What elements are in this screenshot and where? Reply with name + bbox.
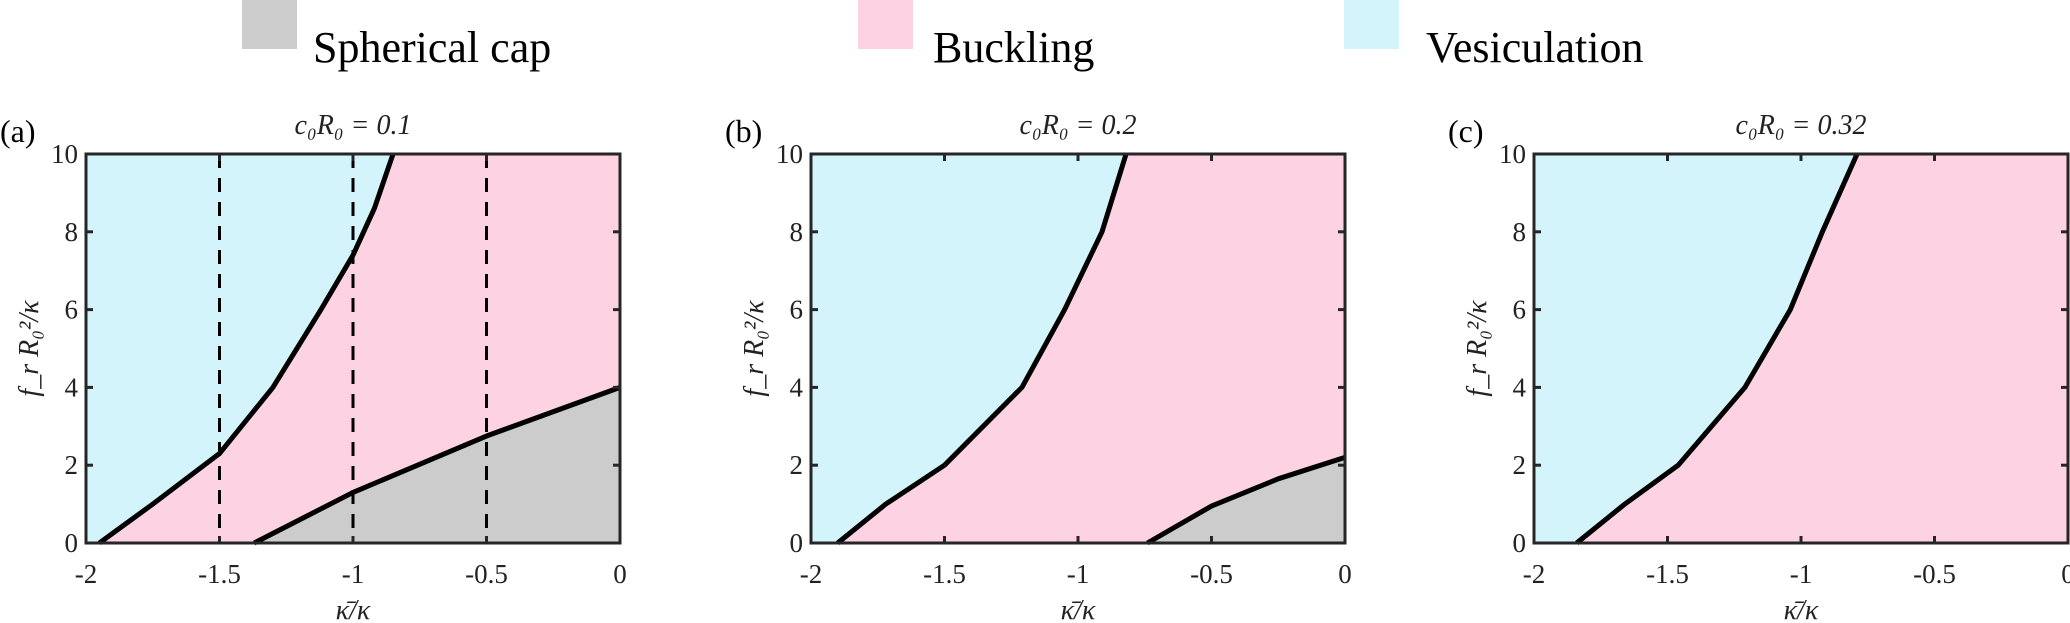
x-tick-label: -0.5 [1190,559,1233,589]
x-tick-label: 0 [2061,559,2070,589]
region-spherical-cap [1147,457,1345,543]
x-tick-label: -1 [1067,559,1090,589]
x-tick-label: -2 [75,559,98,589]
x-axis-label: κ̄/κ [336,595,371,623]
x-axis-label: κ̄/κ [1061,595,1096,623]
panel-label: (b) [725,113,762,149]
region-vesiculation [86,154,394,543]
y-tick-label: 8 [1513,217,1527,247]
region-vesiculation [811,154,1127,543]
x-tick-label: -2 [800,559,823,589]
y-tick-label: 10 [51,139,78,169]
y-tick-label: 6 [65,295,79,325]
y-tick-label: 2 [790,450,804,480]
x-tick-label: -2 [1523,559,1546,589]
legend: Spherical cap Buckling Vesiculation [242,0,1644,72]
x-tick-label: -1 [342,559,365,589]
y-tick-label: 0 [65,528,79,558]
vesiculation-boundary-curve [97,153,396,546]
y-tick-label: 4 [65,372,79,402]
vesiculation-boundary-curve [1575,152,1860,545]
y-axis-label: f_r R₀²/κ [14,300,45,397]
x-tick-label: -1.5 [1646,559,1689,589]
panel-title: c₀R₀ = 0.1 [295,110,412,141]
y-tick-label: 6 [1513,295,1527,325]
legend-label-vesiculation: Vesiculation [1426,23,1644,72]
x-tick-label: -0.5 [1913,559,1956,589]
panel-c: -2 -1.5 -1 -0.5 0 0 2 4 6 8 10 c₀R₀ = 0.32 (c) κ̄/κ f_… [1448,110,2070,623]
legend-swatch-spherical-cap [242,0,297,49]
y-tick-label: 4 [1513,372,1527,402]
y-tick-label: 4 [790,372,804,402]
panel-title: c₀R₀ = 0.2 [1020,110,1137,141]
y-tick-label: 8 [790,217,804,247]
region-vesiculation [1534,154,1858,543]
panel-label: (a) [0,113,36,149]
y-tick-label: 2 [65,450,79,480]
y-tick-label: 8 [65,217,79,247]
x-axis-label: κ̄/κ [1784,595,1819,623]
region-spherical-cap [254,387,620,543]
y-tick-label: 10 [1499,139,1526,169]
y-axis-label: f_r R₀²/κ [739,300,770,397]
x-tick-label: 0 [613,559,627,589]
y-tick-label: 6 [790,295,804,325]
panel-label: (c) [1448,113,1484,149]
legend-swatch-vesiculation [1344,0,1399,49]
legend-label-buckling: Buckling [933,23,1094,72]
spherical-cap-boundary-curve [1146,455,1346,546]
panel-title: c₀R₀ = 0.32 [1736,110,1867,141]
panel-b: -2 -1.5 -1 -0.5 0 0 2 4 6 8 10 c₀R₀ = 0.2 (b) κ̄/κ f_r… [725,110,1352,623]
vesiculation-boundary-curve [836,153,1129,545]
y-tick-label: 2 [1513,450,1527,480]
x-tick-label: 0 [1338,559,1352,589]
x-tick-label: -1 [1790,559,1813,589]
panel-a: -2 -1.5 -1 -0.5 0 0 2 4 6 8 10 c₀R₀ = 0.1 (a) κ̄/κ f_r… [0,110,627,623]
spherical-cap-boundary-curve [253,385,621,546]
x-tick-label: -1.5 [923,559,966,589]
x-tick-label: -0.5 [465,559,508,589]
y-tick-label: 0 [790,528,804,558]
y-axis-label: f_r R₀²/κ [1462,300,1493,397]
legend-swatch-buckling [858,0,913,49]
legend-label-spherical-cap: Spherical cap [313,23,551,72]
y-tick-label: 10 [776,139,803,169]
x-tick-label: -1.5 [198,559,241,589]
y-tick-label: 0 [1513,528,1527,558]
